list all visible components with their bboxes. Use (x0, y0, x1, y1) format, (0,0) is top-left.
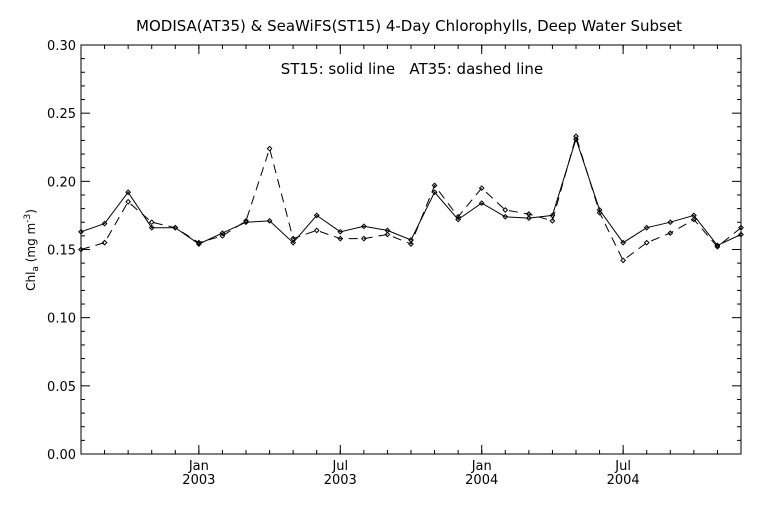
y-tick-label: 0.10 (47, 312, 76, 327)
series-line-at35 (80, 134, 742, 262)
y-tick-label: 0.05 (47, 380, 76, 395)
x-tick-month: Jan (471, 459, 492, 474)
data-point-at35 (431, 182, 438, 189)
y-tick-label: 0.30 (47, 39, 76, 54)
data-point-at35 (573, 133, 579, 140)
data-point-st15 (738, 231, 744, 238)
series-line-st15 (80, 137, 742, 247)
data-point-st15 (101, 220, 108, 227)
x-tick-month: Jul (331, 459, 348, 474)
data-point-at35 (243, 217, 249, 224)
data-point-at35 (78, 246, 84, 253)
data-point-st15 (290, 239, 297, 246)
y-tick-label: 0.15 (47, 244, 76, 259)
data-point-at35 (549, 217, 556, 224)
data-point-st15 (525, 215, 532, 222)
data-point-at35 (290, 235, 297, 242)
data-point-at35 (148, 219, 155, 226)
series-layer (78, 133, 744, 264)
data-point-st15 (219, 230, 226, 237)
y-axis: 0.00 0.05 0.10 0.15 0.20 0.25 0.30 (47, 39, 741, 463)
data-point-at35 (408, 241, 414, 247)
legend-annotation: ST15: solid line AT35: dashed line (281, 60, 543, 78)
y-tick-label: 0.25 (47, 107, 76, 122)
data-point-st15 (313, 212, 320, 219)
data-point-st15 (502, 213, 509, 220)
data-point-st15 (266, 217, 273, 224)
plot-frame (80, 44, 742, 455)
data-point-st15 (78, 228, 84, 235)
y-axis-label: Chla (mg m-3) (23, 209, 41, 291)
data-point-st15 (667, 219, 674, 226)
data-point-st15 (455, 216, 462, 223)
data-point-at35 (266, 145, 273, 152)
data-point-at35 (195, 239, 202, 246)
data-point-at35 (502, 207, 509, 213)
data-point-st15 (573, 136, 579, 142)
x-tick-year: 2003 (182, 473, 215, 488)
data-point-at35 (620, 257, 627, 264)
y-tick-label: 0.20 (47, 175, 76, 190)
data-point-at35 (596, 209, 603, 216)
data-point-st15 (478, 200, 485, 207)
data-point-st15 (431, 189, 438, 196)
data-point-st15 (148, 224, 155, 231)
data-point-at35 (643, 239, 650, 246)
x-tick-year: 2003 (324, 473, 357, 488)
data-point-st15 (620, 239, 627, 246)
data-point-at35 (219, 232, 226, 239)
data-point-at35 (313, 227, 320, 234)
x-tick-month: Jul (614, 459, 631, 474)
data-point-st15 (125, 189, 132, 196)
data-point-at35 (384, 231, 391, 238)
data-point-at35 (667, 230, 674, 237)
data-point-st15 (337, 228, 344, 235)
data-point-at35 (337, 235, 344, 242)
data-point-at35 (101, 239, 108, 246)
data-point-at35 (525, 211, 532, 217)
data-point-at35 (714, 243, 721, 250)
data-point-st15 (360, 223, 367, 230)
x-tick-year: 2004 (465, 473, 498, 488)
data-point-at35 (125, 198, 132, 205)
data-point-at35 (172, 224, 179, 231)
data-point-at35 (738, 224, 744, 231)
y-tick-label: 0.00 (47, 448, 76, 463)
x-tick-month: Jan (188, 459, 209, 474)
data-point-at35 (360, 235, 367, 242)
data-point-at35 (478, 185, 485, 192)
data-point-st15 (643, 224, 650, 231)
chart-title: MODISA(AT35) & SeaWiFS(ST15) 4-Day Chlor… (136, 17, 682, 35)
x-tick-year: 2004 (607, 473, 640, 488)
data-point-at35 (690, 216, 697, 223)
data-point-at35 (455, 213, 462, 220)
